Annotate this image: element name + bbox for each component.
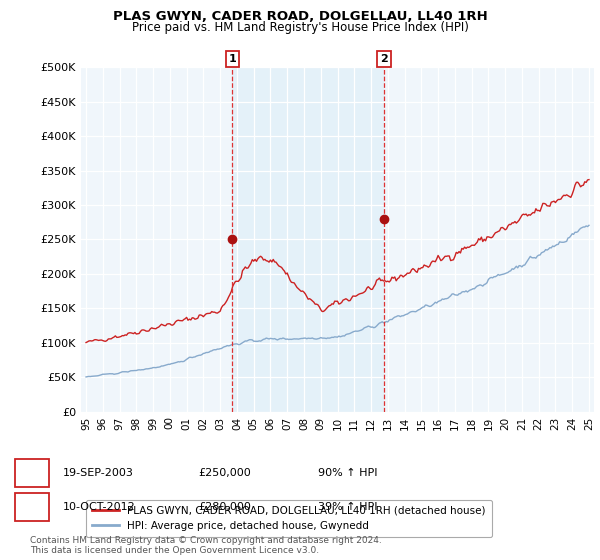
Legend: PLAS GWYN, CADER ROAD, DOLGELLAU, LL40 1RH (detached house), HPI: Average price,: PLAS GWYN, CADER ROAD, DOLGELLAU, LL40 1…: [86, 500, 491, 537]
Text: PLAS GWYN, CADER ROAD, DOLGELLAU, LL40 1RH: PLAS GWYN, CADER ROAD, DOLGELLAU, LL40 1…: [113, 10, 487, 23]
Text: 19-SEP-2003: 19-SEP-2003: [63, 468, 134, 478]
Text: 2: 2: [28, 500, 36, 514]
Text: Contains HM Land Registry data © Crown copyright and database right 2024.
This d: Contains HM Land Registry data © Crown c…: [30, 536, 382, 556]
Text: 1: 1: [229, 54, 236, 64]
Text: 90% ↑ HPI: 90% ↑ HPI: [318, 468, 377, 478]
Text: 10-OCT-2012: 10-OCT-2012: [63, 502, 136, 512]
Text: 39% ↑ HPI: 39% ↑ HPI: [318, 502, 377, 512]
Text: 1: 1: [28, 466, 36, 480]
Text: Price paid vs. HM Land Registry's House Price Index (HPI): Price paid vs. HM Land Registry's House …: [131, 21, 469, 34]
Text: 2: 2: [380, 54, 388, 64]
Text: £280,000: £280,000: [198, 502, 251, 512]
Bar: [232, 67, 384, 412]
Text: £250,000: £250,000: [198, 468, 251, 478]
